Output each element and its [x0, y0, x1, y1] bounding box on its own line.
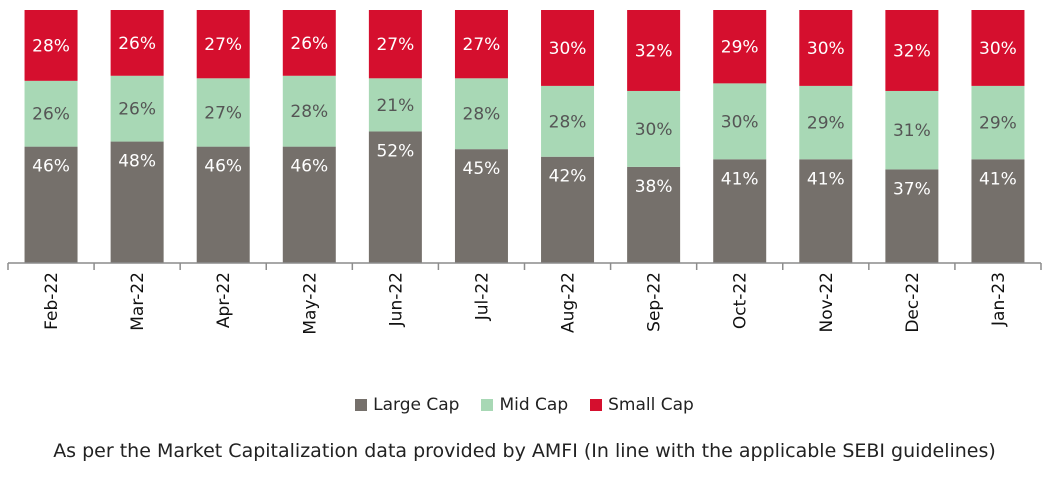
data-label: 32%: [635, 41, 673, 61]
data-labels-group: 46% 26% 28% 48% 26% 26% 46% 27% 27% 46% 28% 26% 52% 2…: [32, 34, 1017, 200]
bar-segment-small-cap-sep-22: [627, 10, 681, 91]
bars-group: [24, 10, 1025, 263]
footnote: As per the Market Capitalization data pr…: [53, 440, 996, 462]
x-tick-label: Jun-22: [386, 272, 406, 327]
bar-segment-mid-cap-mar-22: [110, 75, 164, 142]
data-label: 38%: [635, 177, 673, 197]
bar-segment-large-cap-apr-22: [196, 146, 250, 263]
bar-segment-small-cap-nov-22: [799, 10, 853, 86]
bar-segment-small-cap-mar-22: [110, 10, 164, 76]
x-tick-label: May-22: [300, 272, 320, 335]
data-label: 30%: [979, 39, 1017, 59]
data-label: 32%: [893, 41, 931, 61]
x-axis: Feb-22 Mar-22 Apr-22 May-22 Jun-22 Jul-22 Aug-…: [7, 262, 1042, 335]
data-label: 26%: [290, 34, 328, 54]
data-label: 28%: [32, 36, 70, 56]
data-label: 29%: [721, 38, 759, 58]
legend-swatch-large-cap: [355, 399, 368, 411]
data-label: 27%: [204, 35, 242, 55]
legend-item-large-cap: Large Cap: [355, 395, 459, 415]
x-tick-label: Dec-22: [903, 272, 923, 333]
data-label: 45%: [463, 159, 501, 179]
bar-segment-small-cap-jun-22: [368, 10, 422, 79]
legend-item-mid-cap: Mid Cap: [481, 395, 568, 415]
x-tick-label: Aug-22: [559, 272, 579, 333]
x-tick-label: Mar-22: [128, 272, 148, 331]
bar-segment-small-cap-aug-22: [541, 10, 595, 86]
bar-segment-large-cap-mar-22: [110, 141, 164, 263]
bar-segment-small-cap-jan-23: [971, 10, 1025, 86]
bar-segment-large-cap-oct-22: [713, 159, 767, 263]
data-label: 29%: [979, 114, 1017, 134]
bar-segment-small-cap-dec-22: [885, 10, 939, 91]
data-label: 42%: [549, 167, 587, 187]
data-label: 28%: [463, 105, 501, 125]
bar-segment-large-cap-jan-23: [971, 159, 1025, 263]
legend-label-mid-cap: Mid Cap: [499, 395, 569, 415]
bar-segment-large-cap-jun-22: [368, 131, 422, 263]
legend-swatch-small-cap: [590, 399, 603, 411]
data-label: 30%: [721, 112, 759, 132]
bar-segment-mid-cap-aug-22: [541, 85, 595, 157]
data-label: 26%: [118, 34, 156, 54]
bar-segment-small-cap-oct-22: [713, 10, 767, 84]
data-label: 26%: [118, 100, 156, 120]
bar-segment-large-cap-jul-22: [454, 149, 508, 263]
data-label: 37%: [893, 179, 931, 199]
legend-label-large-cap: Large Cap: [373, 395, 460, 415]
bar-segment-mid-cap-jul-22: [454, 78, 508, 150]
data-label: 48%: [118, 152, 156, 172]
data-label: 31%: [893, 121, 931, 141]
bar-segment-mid-cap-dec-22: [885, 90, 939, 170]
x-tick-label: Sep-22: [645, 272, 665, 332]
bar-segment-small-cap-may-22: [282, 10, 336, 76]
data-label: 27%: [376, 35, 414, 55]
bar-segment-mid-cap-may-22: [282, 75, 336, 147]
data-label: 26%: [32, 105, 70, 125]
bar-segment-small-cap-apr-22: [196, 10, 250, 79]
bar-segment-large-cap-feb-22: [24, 146, 78, 263]
data-label: 28%: [549, 112, 587, 132]
bar-segment-large-cap-nov-22: [799, 159, 853, 263]
data-label: 41%: [979, 169, 1017, 189]
x-tick-label: Jul-22: [472, 272, 492, 321]
legend-swatch-mid-cap: [481, 399, 494, 411]
x-tick-label: Nov-22: [817, 272, 837, 333]
bar-segment-mid-cap-jun-22: [368, 78, 422, 132]
data-label: 30%: [549, 39, 587, 59]
bar-segment-large-cap-may-22: [282, 146, 336, 263]
data-label: 41%: [807, 169, 845, 189]
legend-label-small-cap: Small Cap: [608, 395, 694, 415]
legend: Large Cap Mid Cap Small Cap: [0, 395, 1049, 415]
data-label: 46%: [32, 157, 70, 177]
data-label: 21%: [376, 96, 414, 116]
bar-segment-large-cap-aug-22: [541, 156, 595, 263]
x-tick-label: Apr-22: [214, 272, 234, 328]
bar-segment-mid-cap-apr-22: [196, 78, 250, 147]
data-label: 52%: [376, 141, 414, 161]
data-label: 46%: [290, 157, 328, 177]
bar-segment-mid-cap-oct-22: [713, 83, 767, 160]
data-label: 29%: [807, 114, 845, 134]
bar-segment-mid-cap-feb-22: [24, 80, 78, 147]
bar-segment-mid-cap-nov-22: [799, 85, 853, 160]
legend-item-small-cap: Small Cap: [590, 395, 694, 415]
bar-segment-large-cap-dec-22: [885, 169, 939, 263]
bar-segment-small-cap-feb-22: [24, 10, 78, 81]
bar-segment-mid-cap-jan-23: [971, 85, 1025, 160]
data-label: 30%: [635, 120, 673, 140]
data-label: 27%: [204, 103, 242, 123]
data-label: 41%: [721, 169, 759, 189]
x-tick-label: Jan-23: [989, 272, 1009, 327]
data-label: 27%: [463, 35, 501, 55]
data-label: 28%: [290, 102, 328, 122]
x-tick-label: Feb-22: [42, 272, 62, 330]
data-label: 46%: [204, 157, 242, 177]
data-label: 30%: [807, 39, 845, 59]
bar-segment-mid-cap-sep-22: [627, 90, 681, 167]
x-tick-label: Oct-22: [731, 272, 751, 329]
bar-segment-large-cap-sep-22: [627, 166, 681, 263]
bar-segment-small-cap-jul-22: [454, 10, 508, 79]
